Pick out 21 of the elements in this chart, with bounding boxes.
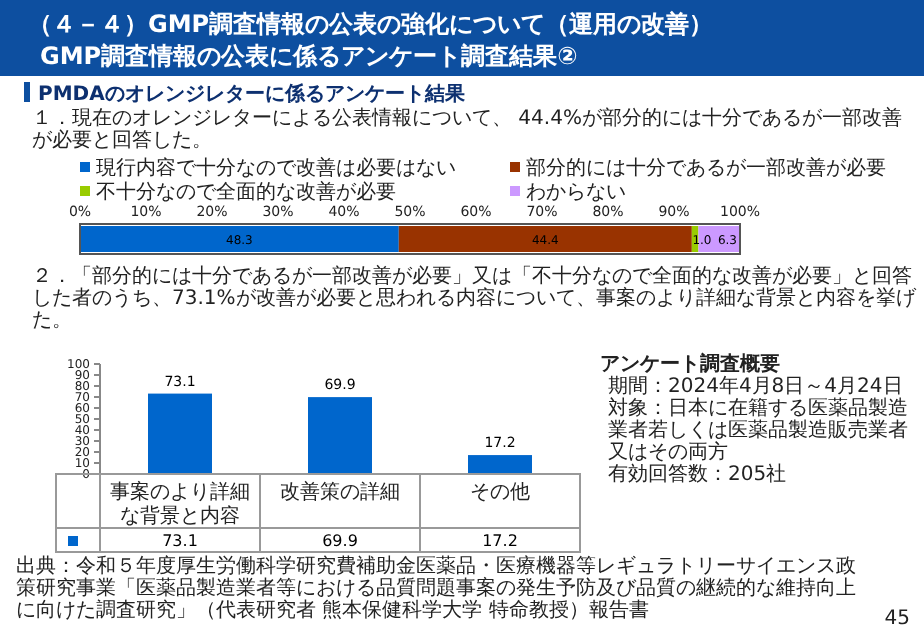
text: （４－４）GMP調査情報の公表の強化について（運用の改善） [28,10,714,38]
chart-title: ２．「部分的には十分であるが一部改善が必要」又は「不十分なので全面的な改善が必要」と回答した者のうち、73.1%が改善が必要と思われる内容について、事案のより詳細な背景と内容を挙げた。 [32,264,918,332]
text: 45 [884,608,910,630]
text: 69.9 [322,532,358,550]
x-tick-label: 事案のより詳細な背景と内容 [110,480,250,528]
text: 有効回答数：205社 [608,462,787,486]
legend-label: わからない [526,182,626,204]
text: 17.2 [482,532,518,550]
chart-title: １．現在のオレンジレターによる公表情報について、 44.4%が部分的には十分であるが一部改善が必要と回答した。 [32,106,902,152]
legend-label: 部分的には十分であるが一部改善が必要 [526,156,886,180]
x-tick-label: 改善策の詳細 [280,480,400,504]
legend-label: 不十分なので全面的な改善が必要 [96,180,396,204]
legend-label: 現行内容で十分なので改善は必要はない [96,156,456,180]
text: GMP調査情報の公表に係るアンケート調査結果② [40,42,578,70]
x-tick-label: その他 [470,480,530,504]
source-note: 出典：令和５年度厚生労働科学研究費補助金医薬品・医療機器等レギュラトリーサイエンス政策研究事業「医薬品製造業者等における品質問題事案の発生予防及び品質の継続的な維持向上に向けた調査研究」（代表研究者 熊本保健科学大学 特命教授）報告書 [16,554,856,622]
text: アンケート調査概要 [600,352,780,376]
text: 73.1 [162,532,198,550]
text: 期間：2024年4月8日～4月24日 [608,374,903,398]
text: PMDAのオレンジレターに係るアンケート結果 [38,82,467,106]
text: 対象：日本に在籍する医薬品製造業者若しくは医薬品製造販売業者又はその両方 [608,396,908,464]
